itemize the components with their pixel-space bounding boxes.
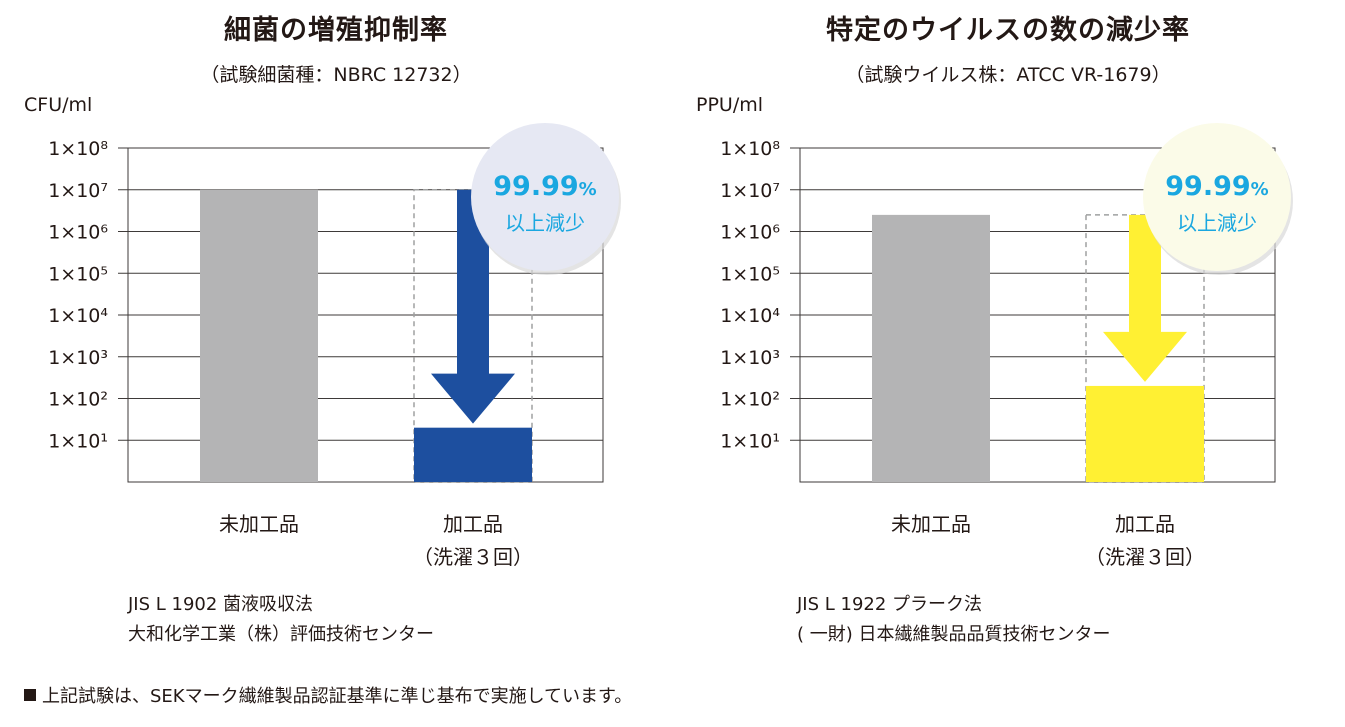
badge-value: 99.99% [493,171,596,202]
virus-bar-chart: 1×10¹ 1×10² 1×10³ 1×10⁴ 1×10⁵ 1×10⁶ 1×10⁷ 1×10⁸… [696,94,1293,569]
bar-treated [1086,385,1204,482]
y-tick-label: 1×10⁸ [48,138,108,160]
reduction-arrow-icon [1103,214,1187,382]
y-tick-label: 1×10³ [48,347,108,369]
note-line: JIS L 1902 菌液吸収法 [128,594,314,615]
reduction-arrow-icon [431,189,515,424]
y-axis-unit: CFU/ml [24,94,92,116]
reduction-badge [1143,123,1291,271]
note-line: JIS L 1922 プラーク法 [797,594,983,615]
y-axis-unit: PPU/ml [696,94,763,116]
virus-chart-panel: 特定のウイルスの数の減少率 （試験ウイルス株：ATCC VR-1679） 1×1… [672,0,1344,670]
y-tick-label: 1×10⁴ [48,305,108,327]
badge-number: 99.99 [493,171,578,202]
test-method-note: JIS L 1922 プラーク法 ( 一財) 日本繊維製品品質技術センター [797,590,1111,650]
footnote: 上記試験は、SEKマーク繊維製品認証基準に準じ基布で実施しています。 [24,682,632,708]
y-tick-label: 1×10⁵ [48,263,108,285]
y-tick-label: 1×10³ [720,347,780,369]
y-tick-label: 1×10⁵ [720,263,780,285]
badge-text: 以上減少 [505,211,585,235]
y-tick-label: 1×10² [720,389,780,411]
y-tick-label: 1×10⁴ [720,305,780,327]
y-tick-label: 1×10⁷ [720,180,780,202]
y-tick-label: 1×10² [48,389,108,411]
x-category-label: （洗濯３回） [413,545,533,569]
y-tick-label: 1×10⁶ [48,222,108,244]
bacteria-chart-panel: 細菌の増殖抑制率 （試験細菌種：NBRC 12732） 1×10¹ 1×10² 1×… [0,0,672,670]
x-category-label: （洗濯３回） [1085,545,1205,569]
badge-value: 99.99% [1165,171,1268,202]
bar-untreated [872,214,990,483]
badge-text: 以上減少 [1177,211,1257,235]
chart-title: 特定のウイルスの数の減少率 [826,15,1190,46]
badge-percent: % [579,179,597,200]
chart-title: 細菌の増殖抑制率 [224,15,448,46]
square-bullet-icon [24,689,36,701]
bacteria-bar-chart: 1×10¹ 1×10² 1×10³ 1×10⁴ 1×10⁵ 1×10⁶ 1×10⁷ 1×10⁸… [24,94,621,569]
note-line: ( 一財) 日本繊維製品品質技術センター [797,624,1111,645]
y-tick-label: 1×10⁸ [720,138,780,160]
bar-untreated [200,189,318,482]
note-line: 大和化学工業（株）評価技術センター [128,624,434,645]
x-category-label: 加工品 [443,512,503,536]
x-category-label: 未加工品 [891,512,971,536]
badge-number: 99.99 [1165,171,1250,202]
y-tick-label: 1×10¹ [720,430,780,452]
y-tick-label: 1×10¹ [48,430,108,452]
x-category-label: 未加工品 [219,512,299,536]
footnote-text: 上記試験は、SEKマーク繊維製品認証基準に準じ基布で実施しています。 [42,686,633,707]
x-category-label: 加工品 [1115,512,1175,536]
chart-subtitle: （試験細菌種：NBRC 12732） [200,64,472,86]
bar-treated [414,427,532,482]
badge-percent: % [1251,179,1269,200]
chart-subtitle: （試験ウイルス株：ATCC VR-1679） [845,64,1171,86]
y-tick-label: 1×10⁶ [720,222,780,244]
reduction-badge [471,123,619,271]
y-tick-label: 1×10⁷ [48,180,108,202]
test-method-note: JIS L 1902 菌液吸収法 大和化学工業（株）評価技術センター [128,590,434,650]
